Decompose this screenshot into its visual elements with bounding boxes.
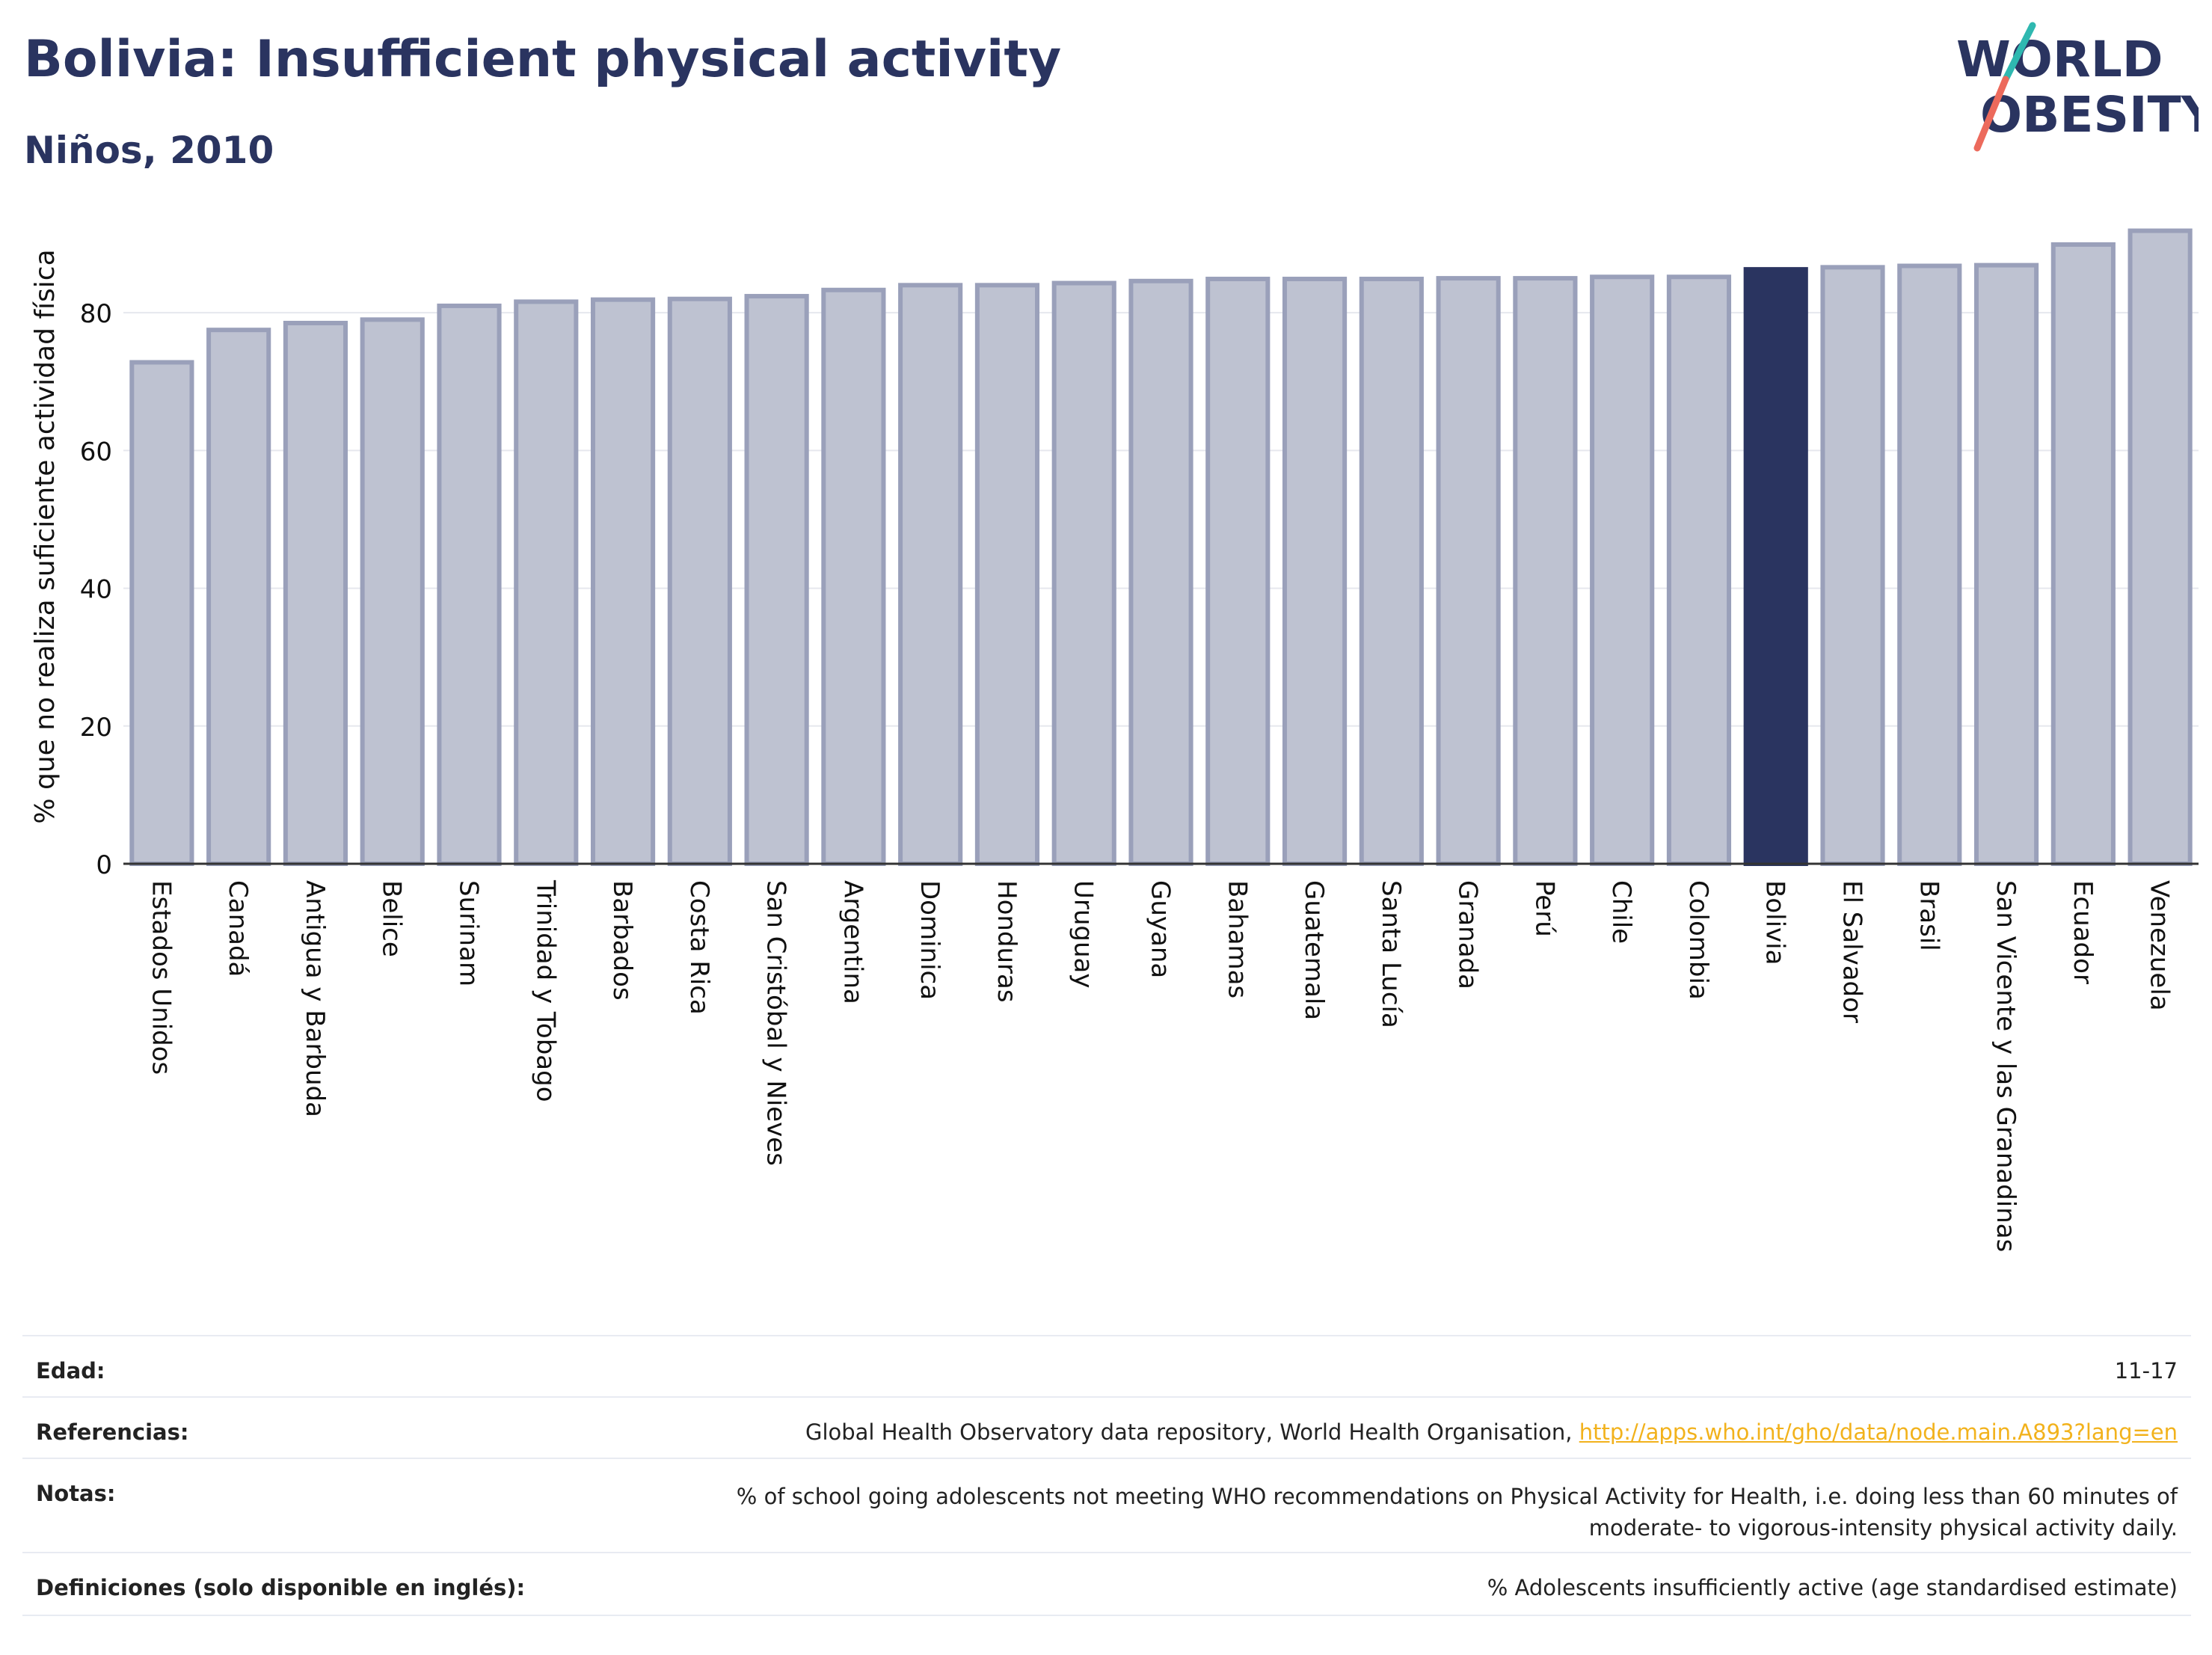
- bar-perú: [1513, 276, 1578, 866]
- logo-line1: WORLD: [1956, 31, 2163, 88]
- notes-line2: moderate- to vigorous-intensity physical…: [1588, 1515, 2178, 1541]
- x-tick-label: Brasil: [1914, 880, 1944, 951]
- x-tick-label: Dominica: [915, 880, 944, 1000]
- bar-colombia: [1666, 274, 1732, 866]
- x-tick-label: Honduras: [992, 880, 1021, 1003]
- bar-barbados: [590, 297, 656, 866]
- info-value-definiciones: % Adolescents insufficiently active (age…: [1487, 1575, 2178, 1600]
- x-tick-label: Santa Lucía: [1376, 880, 1406, 1028]
- info-label-notas: Notas:: [36, 1481, 116, 1506]
- bar-costa-rica: [667, 296, 732, 867]
- y-tick-labels: 0 20 40 60 80: [80, 299, 112, 880]
- reference-link[interactable]: http://apps.who.int/gho/data/node.main.A…: [1579, 1419, 2178, 1445]
- y-axis-label: % que no realiza suficiente actividad fí…: [30, 249, 61, 823]
- x-tick-label: Perú: [1529, 880, 1559, 937]
- logo-slash-teal: [2002, 22, 2036, 83]
- bar-argentina: [821, 287, 886, 866]
- bar-guyana: [1128, 278, 1193, 866]
- x-tick-label: Colombia: [1683, 880, 1713, 1000]
- y-tick-label: 20: [80, 713, 112, 743]
- reference-text: Global Health Observatory data repositor…: [805, 1419, 1579, 1445]
- bar-antigua-y-barbuda: [283, 320, 348, 866]
- bar-estados-unidos: [129, 360, 194, 866]
- bars: [129, 228, 2193, 867]
- info-value-notas: % of school going adolescents not meetin…: [737, 1481, 2178, 1544]
- bar-belice: [360, 317, 425, 866]
- x-tick-label: Barbados: [607, 880, 637, 1001]
- x-tick-label: San Cristóbal y Nieves: [761, 880, 791, 1166]
- x-tick-label: Guatemala: [1299, 880, 1329, 1020]
- bar-ecuador: [2050, 242, 2116, 866]
- bar-canadá: [206, 328, 271, 866]
- info-label-definiciones: Definiciones (solo disponible en inglés)…: [36, 1575, 526, 1600]
- info-value-referencias: Global Health Observatory data repositor…: [805, 1419, 2178, 1445]
- bar-chile: [1590, 274, 1655, 866]
- bar-dominica: [898, 283, 963, 866]
- bar-san-vicente-y-las-granadinas: [1973, 262, 2039, 866]
- x-tick-label: Chile: [1606, 880, 1636, 944]
- bar-granada: [1436, 276, 1501, 866]
- x-tick-label: Antigua y Barbuda: [300, 880, 330, 1117]
- chart-subtitle: Niños, 2010: [24, 129, 274, 172]
- info-row-edad: Edad: 11-17: [22, 1335, 2191, 1398]
- y-tick-label: 40: [80, 575, 112, 605]
- x-tick-label: Canadá: [223, 880, 253, 977]
- info-label-edad: Edad:: [36, 1358, 105, 1384]
- x-tick-label: Surinam: [454, 880, 484, 986]
- bar-el-salvador: [1820, 265, 1885, 866]
- y-tick-label: 0: [96, 850, 112, 880]
- x-tick-label: San Vicente y las Granadinas: [1991, 880, 2021, 1252]
- bar-trinidad-y-tobago: [514, 299, 579, 866]
- bar-venezuela: [2127, 228, 2193, 867]
- x-tick-label: Estados Unidos: [146, 880, 176, 1075]
- x-tick-label: Venezuela: [2145, 880, 2175, 1011]
- bar-brasil: [1897, 263, 1962, 866]
- y-tick-label: 60: [80, 437, 112, 467]
- info-label-referencias: Referencias:: [36, 1419, 189, 1445]
- x-tick-label: Granada: [1453, 880, 1483, 989]
- x-tick-label: Trinidad y Tobago: [530, 879, 560, 1102]
- logo-slash-coral: [1973, 76, 2009, 152]
- x-tick-label: Guyana: [1146, 880, 1176, 978]
- world-obesity-logo: WORLD OBESITY: [1956, 22, 2199, 152]
- x-tick-label: Bahamas: [1222, 880, 1252, 998]
- bar-bahamas: [1205, 277, 1271, 866]
- x-tick-labels: Estados Unidos Canadá Antigua y Barbuda Bel…: [146, 879, 2174, 1252]
- x-tick-label: Ecuador: [2068, 880, 2098, 984]
- bar-san-cristóbal-y-nieves: [744, 294, 809, 867]
- x-tick-label: Bolivia: [1760, 880, 1790, 965]
- info-value-edad: 11-17: [2114, 1358, 2178, 1384]
- y-tick-label: 80: [80, 299, 112, 329]
- info-row-definiciones: Definiciones (solo disponible en inglés)…: [22, 1552, 2191, 1616]
- bar-santa-lucía: [1359, 277, 1424, 866]
- x-tick-label: El Salvador: [1837, 880, 1867, 1023]
- logo-line2: OBESITY: [1980, 86, 2199, 144]
- bar-guatemala: [1282, 277, 1348, 866]
- bar-bolivia: [1743, 267, 1808, 866]
- bar-honduras: [974, 283, 1040, 866]
- notes-line1: % of school going adolescents not meetin…: [736, 1484, 2178, 1509]
- bar-chart: 0 20 40 60 80 Estados Unidos Canadá Antigua y …: [30, 228, 2199, 1252]
- x-tick-label: Belice: [377, 880, 407, 957]
- x-tick-label: Uruguay: [1069, 880, 1099, 989]
- chart-title: Bolivia: Insufficient physical activity: [24, 30, 1062, 89]
- bar-surinam: [437, 303, 502, 866]
- x-tick-label: Costa Rica: [684, 880, 714, 1015]
- info-row-referencias: Referencias: Global Health Observatory d…: [22, 1396, 2191, 1459]
- info-row-notas: Notas: % of school going adolescents not…: [22, 1458, 2191, 1553]
- x-tick-label: Argentina: [838, 880, 867, 1004]
- bar-uruguay: [1051, 280, 1116, 867]
- info-table: Edad: 11-17 Referencias: Global Health O…: [22, 1335, 2191, 1634]
